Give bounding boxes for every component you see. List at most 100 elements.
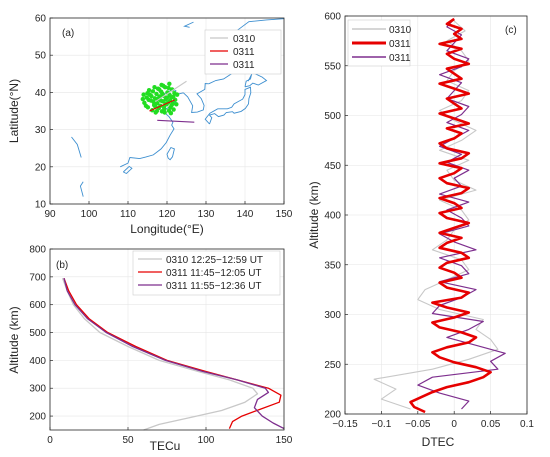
scatter-point: [154, 108, 160, 114]
scatter-point: [174, 102, 179, 107]
legend-b-label-0311-purple: 0311 11:55−12:36 UT: [166, 281, 262, 292]
panel-c-ytick-label: 200: [324, 410, 341, 421]
scatter-point: [140, 96, 146, 102]
panel-a-xtick-label: 150: [276, 209, 293, 220]
dtec-line-1: [409, 17, 492, 414]
legend-a-label-0310: 0310: [233, 34, 256, 45]
panel-a-ytick-label: 20: [35, 162, 47, 173]
panel-a-ytick-label: 60: [35, 14, 47, 25]
profile-line-0: [61, 277, 259, 431]
panel-b-ytick-label: 300: [29, 384, 46, 395]
panel-c-ytick-label: 450: [324, 161, 341, 172]
panel-a-xtick-label: 110: [120, 209, 136, 220]
scatter-point: [166, 85, 171, 91]
coastline-segment: [183, 83, 209, 113]
panel-b-xlabel: TECu: [150, 439, 181, 453]
dtec-line-0: [373, 20, 499, 410]
scatter-point: [151, 99, 156, 105]
panel-c-ytick-label: 250: [324, 360, 341, 371]
coastline-segment: [79, 181, 84, 197]
panel-b-label: (b): [56, 260, 68, 271]
panel-c-xtick-label: −0.05: [405, 419, 431, 430]
panel-a-xtick-label: 120: [159, 209, 176, 220]
panel-b-frame: [49, 248, 285, 431]
panel-a-xtick-label: 100: [81, 209, 98, 220]
scatter-point: [155, 100, 160, 106]
scatter-point: [152, 84, 157, 90]
panel-a-scatter: [140, 81, 180, 116]
panel-b-ytick-label: 600: [29, 300, 46, 311]
scatter-point: [171, 107, 176, 112]
scatter-point: [160, 83, 166, 88]
track-line-1: [149, 99, 176, 112]
panel-c-xtick-label: 0.1: [520, 419, 534, 430]
panel-a-ytick-label: 30: [35, 125, 47, 136]
panel-c-ticks: −0.15 −0.1 −0.05 0 0.05 0.1 200 250 300 350 400 450…: [324, 12, 534, 431]
panel-c-ytick-label: 400: [324, 211, 341, 222]
dtec-line-2: [417, 18, 506, 410]
panel-a-ytick-label: 40: [35, 88, 47, 99]
panel-c-xtick-label: −0.15: [332, 419, 358, 430]
panel-a-legend: 0310 0311 0311: [204, 29, 282, 75]
scatter-point: [162, 110, 167, 115]
panel-c-xtick-label: 0: [451, 419, 457, 430]
panel-b-legend: 0310 12:25−12:59 UT 0311 11:45−12:05 UT …: [132, 250, 281, 296]
panel-c-ytick-label: 550: [324, 61, 341, 72]
scatter-point: [164, 95, 170, 100]
coastline-segment: [166, 146, 175, 161]
scatter-point: [168, 111, 174, 116]
panel-c-ytick-label: 600: [324, 12, 341, 23]
scatter-point: [171, 94, 176, 100]
panel-b-ylabel: Altitude (km): [7, 306, 21, 373]
panel-a-xtick-label: 140: [237, 209, 254, 220]
panel-a-ytick-label: 50: [35, 51, 47, 62]
panel-a-ylabel: Latitude(°N): [7, 79, 21, 143]
panel-b-ytick-label: 700: [29, 272, 46, 283]
panel-c-legend: 0310 0311 0311: [347, 19, 412, 67]
scatter-point: [157, 87, 162, 92]
scatter-point: [146, 97, 151, 103]
panel-c-ytick-label: 350: [324, 260, 341, 271]
panel-c-ylabel: Altitude (km): [307, 181, 321, 248]
coastline-segment: [122, 165, 133, 175]
panel-a-xlabel: Longitude(°E): [130, 222, 204, 236]
scatter-point: [141, 92, 146, 97]
coastline-segment: [204, 86, 252, 125]
coastline-segment: [183, 21, 194, 28]
panel-c-ytick-label: 500: [324, 111, 341, 122]
legend-c-label-0311-red: 0311: [389, 39, 411, 50]
panel-b-ytick-label: 500: [29, 328, 46, 339]
panel-a-tracks: [149, 80, 195, 123]
panel-c-xtick-label: −0.1: [372, 419, 392, 430]
panel-b-xtick-label: 50: [122, 435, 134, 446]
profile-line-2: [63, 278, 285, 430]
panel-c-xlabel: DTEC: [422, 435, 455, 449]
scatter-point: [167, 81, 172, 87]
panel-c-label: (c): [505, 25, 517, 36]
panel-b-lines: [61, 277, 285, 431]
scatter-point: [146, 87, 152, 93]
legend-b-label-0310: 0310 12:25−12:59 UT: [166, 255, 263, 266]
panel-c-dtec: −0.15 −0.1 −0.05 0 0.05 0.1 200 250 300 350 400 450…: [307, 12, 534, 450]
legend-a-label-0311-red: 0311: [233, 47, 255, 58]
coastline-segment: [71, 136, 82, 158]
track-line-2: [157, 119, 195, 123]
panel-b-xtick-label: 100: [198, 435, 215, 446]
scatter-point: [149, 93, 154, 99]
scatter-point: [150, 89, 156, 94]
panel-b-legend-box: [132, 250, 281, 296]
scatter-point: [154, 91, 159, 97]
panel-a-legend-box: [204, 29, 282, 75]
panel-c-ytick-label: 300: [324, 310, 341, 321]
track-line-0: [154, 80, 187, 103]
panel-a-ticks: 90 100 110 120 130 140 150 10 20 30 40 50 60: [35, 14, 293, 221]
panel-b-ticks: 0 50 100 150 200 300 400 500 600 700 800: [29, 245, 292, 447]
scatter-point: [169, 102, 174, 108]
panel-a-xtick-label: 90: [44, 209, 56, 220]
panel-b-xtick-label: 150: [276, 435, 293, 446]
legend-c-label-0311-purple: 0311: [389, 53, 411, 64]
legend-b-label-0311-red: 0311 11:45−12:05 UT: [166, 268, 262, 279]
panel-b-ytick-label: 400: [29, 356, 46, 367]
